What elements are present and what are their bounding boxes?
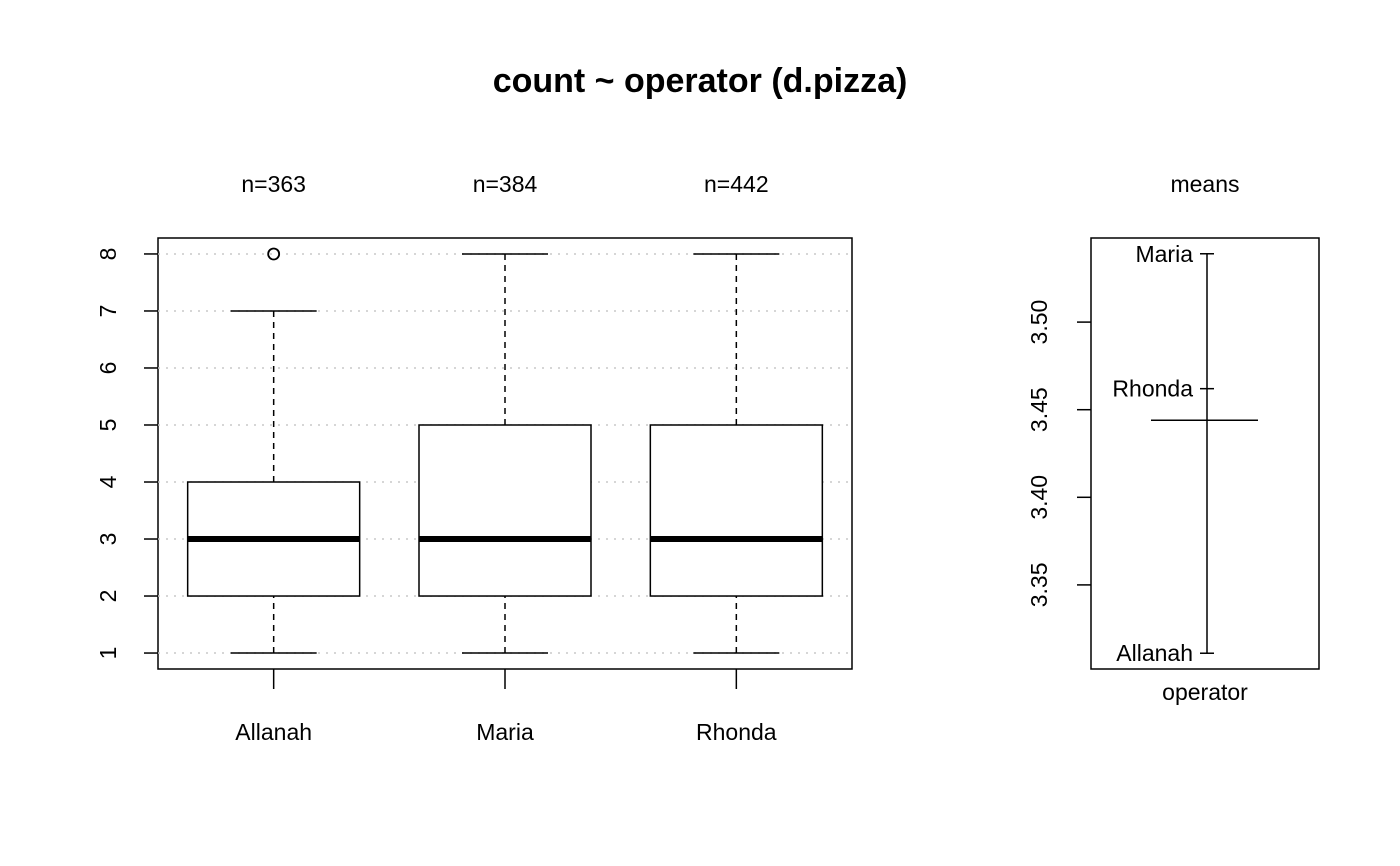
count-label-allanah: n=363 <box>241 171 306 197</box>
y-tick-label-1: 1 <box>95 647 121 660</box>
iqr-box <box>649 424 824 597</box>
y-tick-label-2: 2 <box>95 590 121 603</box>
means-y-tick-label-3.45: 3.45 <box>1026 387 1052 432</box>
means-title: means <box>1170 171 1239 197</box>
group-counts: n=363 n=384 n=442 <box>241 171 768 197</box>
y-tick-label-4: 4 <box>95 475 121 488</box>
mean-label-maria: Maria <box>1135 241 1193 267</box>
means-y-tick-label-3.35: 3.35 <box>1026 563 1052 608</box>
box-allanah <box>186 247 361 654</box>
x-tick-label-maria: Maria <box>476 719 534 745</box>
means-y-tick-label-3.50: 3.50 <box>1026 300 1052 345</box>
y-tick-label-6: 6 <box>95 362 121 375</box>
means-y-tick-label-3.40: 3.40 <box>1026 475 1052 520</box>
means-xlabel: operator <box>1162 679 1248 705</box>
y-tick-label-8: 8 <box>95 248 121 261</box>
count-label-maria: n=384 <box>473 171 538 197</box>
y-tick-label-3: 3 <box>95 533 121 546</box>
y-axis: 1 2 3 4 5 6 7 8 <box>95 248 158 660</box>
x-axis: Allanah Maria Rhonda <box>235 669 777 745</box>
box-maria <box>418 253 592 654</box>
chart-title: count ~ operator (d.pizza) <box>493 62 908 100</box>
box-rhonda <box>649 253 824 654</box>
y-tick-label-5: 5 <box>95 419 121 432</box>
iqr-box <box>418 424 592 597</box>
means-panel: means operator 3.35 3.40 3.45 3.50 Maria Rho… <box>1026 171 1320 705</box>
mean-label-rhonda: Rhonda <box>1112 376 1193 402</box>
mean-label-allanah: Allanah <box>1116 640 1193 666</box>
means-marks: Maria Rhonda Allanah <box>1112 241 1258 666</box>
y-tick-label-7: 7 <box>95 305 121 318</box>
means-y-axis: 3.35 3.40 3.45 3.50 <box>1026 300 1091 608</box>
outlier-point-0 <box>267 247 281 261</box>
count-label-rhonda: n=442 <box>704 171 769 197</box>
x-tick-label-rhonda: Rhonda <box>696 719 777 745</box>
x-tick-label-allanah: Allanah <box>235 719 312 745</box>
means-frame <box>1090 237 1320 670</box>
boxes <box>186 247 824 654</box>
